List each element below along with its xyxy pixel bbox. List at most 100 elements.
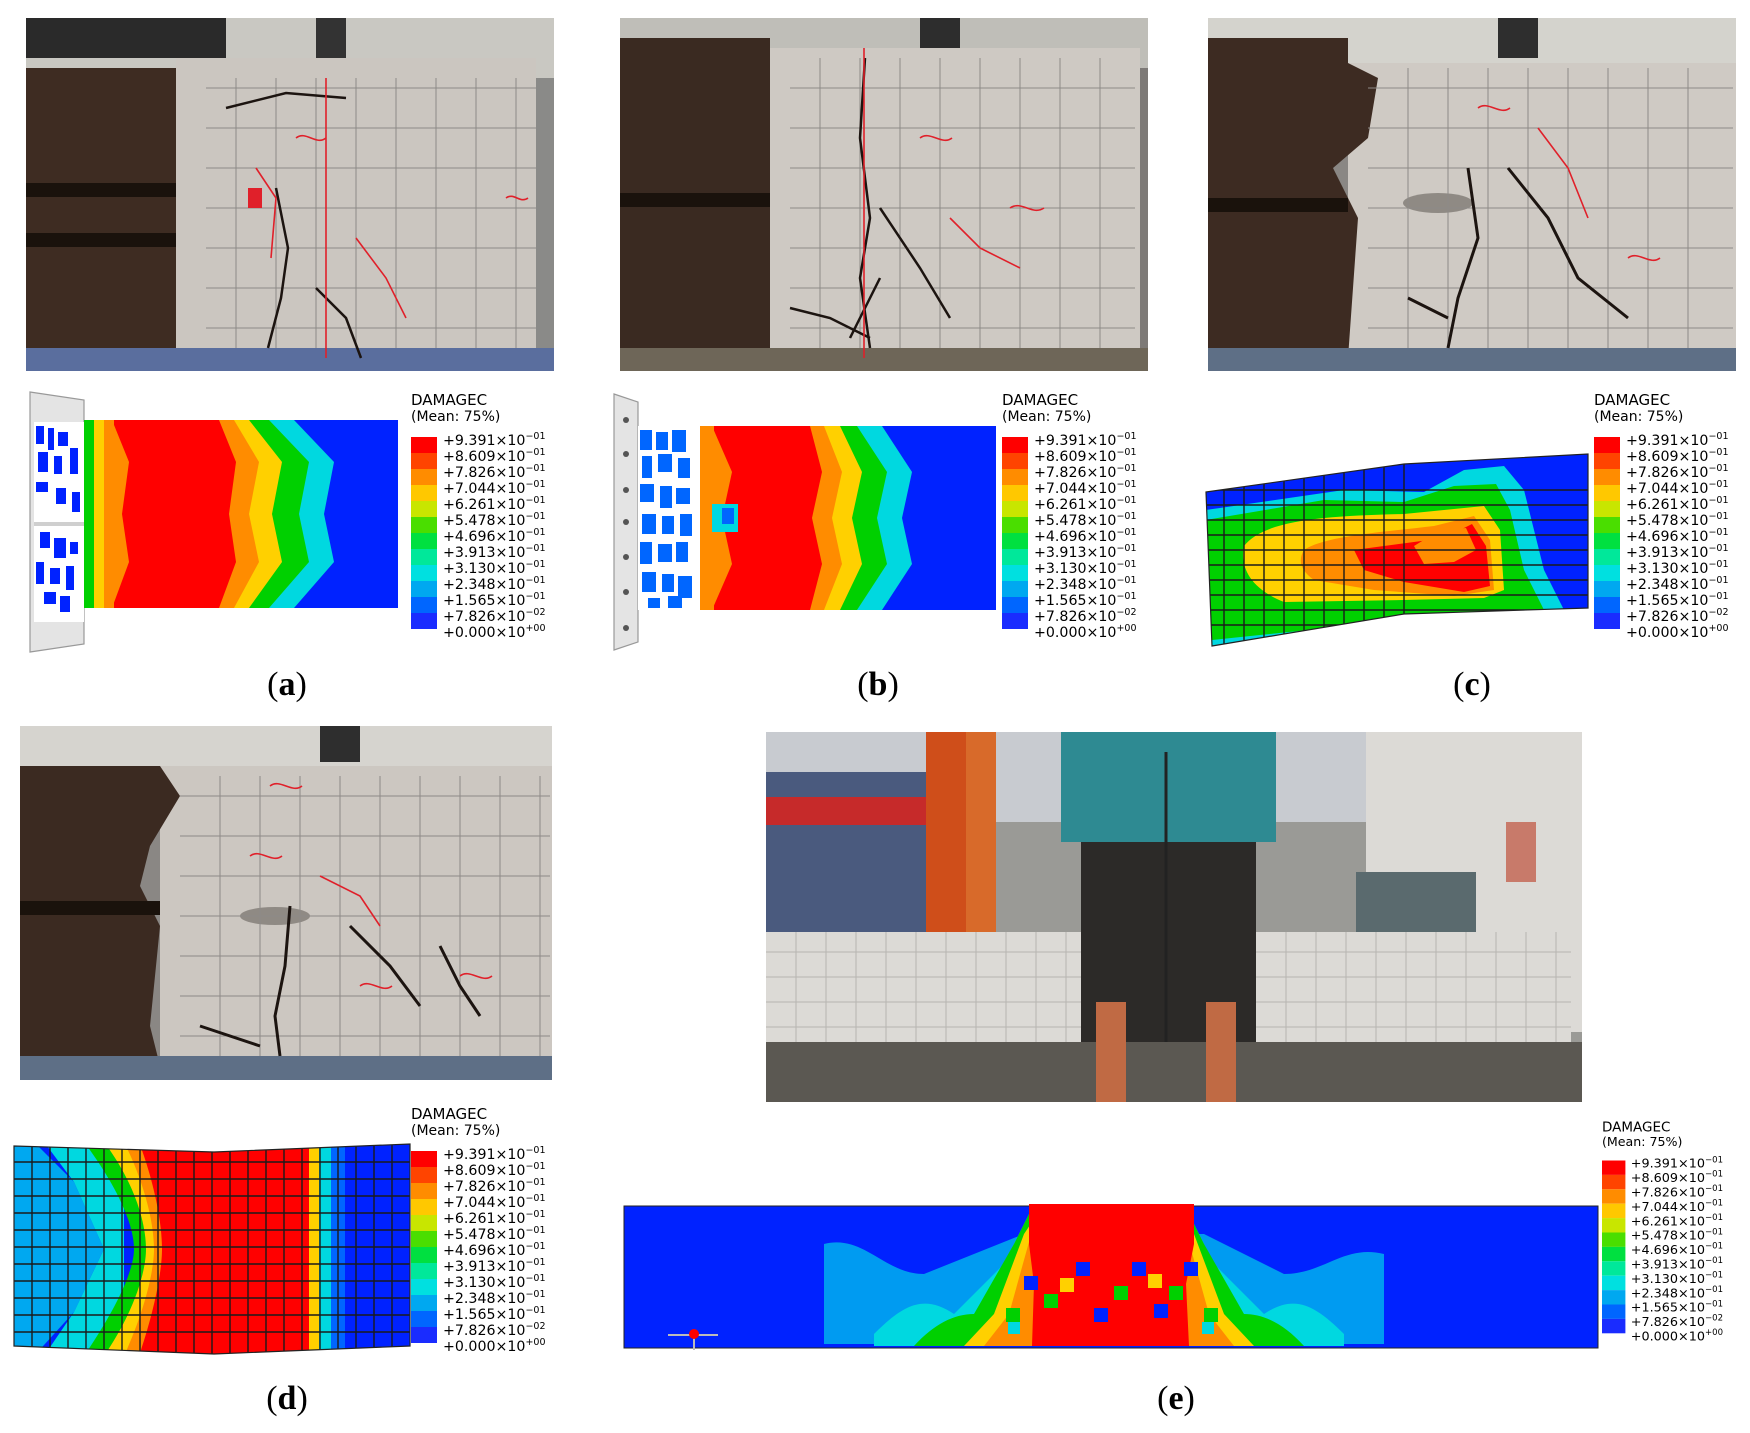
legend-label: +7.044×10−01: [1626, 479, 1729, 497]
legend-c: DAMAGEC (Mean: 75%) +9.391×10−01 +8.609×1…: [1594, 392, 1750, 645]
legend-swatch: [411, 437, 437, 453]
legend-swatch: [411, 469, 437, 485]
legend-swatch: [411, 1167, 437, 1183]
legend-d: DAMAGEC (Mean: 75%) +9.391×10−01 +8.609×1…: [411, 1106, 621, 1359]
legend-label: +7.826×10−01: [1630, 1183, 1724, 1201]
legend-swatch: [1594, 485, 1620, 501]
legend-swatch: [1594, 501, 1620, 517]
panel-caption-d: (d): [266, 1380, 308, 1417]
legend-label: +3.913×10−01: [443, 543, 546, 561]
legend-swatch: [1602, 1174, 1626, 1190]
legend-label: +7.044×10−01: [443, 1193, 546, 1211]
legend-label: +0.000×10+00: [1626, 623, 1729, 641]
legend-swatch: [1594, 581, 1620, 597]
legend-swatch: [1602, 1203, 1626, 1219]
legend-label: +4.696×10−01: [443, 527, 546, 545]
legend-scale: +9.391×10−01 +8.609×10−01 +7.826×10−01 +7.0…: [1002, 429, 1212, 645]
legend-swatch: [1602, 1160, 1626, 1175]
legend-swatch: [1594, 453, 1620, 469]
legend-swatch: [1602, 1261, 1626, 1276]
legend-label: +7.826×10−01: [1626, 463, 1729, 481]
legend-label: +5.478×10−01: [443, 1225, 546, 1243]
test-photo-d: [20, 726, 552, 1080]
legend-swatch: [1002, 469, 1028, 485]
legend-a: DAMAGEC (Mean: 75%) +9.391×10−01 +8.609×1…: [411, 392, 621, 645]
test-photo-c: [1208, 18, 1736, 371]
legend-scale: +9.391×10−01 +8.609×10−01 +7.826×10−01 +7.0…: [411, 1143, 621, 1359]
legend-title: DAMAGEC: [1002, 391, 1079, 409]
legend-swatch: [411, 453, 437, 469]
legend-label: +3.913×10−01: [1034, 543, 1137, 561]
legend-swatch: [1602, 1232, 1626, 1247]
fe-contour-e: [623, 1204, 1600, 1350]
fe-contour-b: [612, 392, 1002, 652]
legend-b: DAMAGEC (Mean: 75%) +9.391×10−01 +8.609×1…: [1002, 392, 1212, 645]
legend-label: +8.609×10−01: [443, 447, 546, 465]
legend-swatch: [411, 1247, 437, 1263]
legend-label: +1.565×10−01: [1630, 1299, 1724, 1316]
legend-swatch: [411, 1183, 437, 1199]
legend-swatch: [1602, 1290, 1626, 1305]
legend-swatch: [411, 501, 437, 517]
legend-scale: +9.391×10−01 +8.609×10−01 +7.826×10−01 +7.0…: [1602, 1153, 1750, 1347]
legend-label: +9.391×10−01: [443, 1145, 546, 1163]
legend-label: +6.261×10−01: [443, 495, 546, 513]
legend-label: +3.913×10−01: [1630, 1255, 1724, 1273]
legend-swatch: [411, 1263, 437, 1279]
legend-label: +7.044×10−01: [1630, 1198, 1724, 1215]
legend-swatch: [411, 1311, 437, 1327]
legend-subtitle: (Mean: 75%): [1602, 1135, 1683, 1150]
legend-label: +9.391×10−01: [1630, 1155, 1724, 1172]
panel-caption-e: (e): [1157, 1380, 1195, 1417]
legend-label: +2.348×10−01: [1034, 575, 1137, 593]
legend-swatch: [1594, 549, 1620, 565]
legend-label: +4.696×10−01: [1034, 527, 1137, 545]
legend-swatch: [411, 1279, 437, 1295]
legend-swatch: [1602, 1275, 1626, 1291]
legend-label: +4.696×10−01: [1630, 1241, 1724, 1258]
legend-label: +7.826×10−02: [1630, 1313, 1724, 1330]
legend-title: DAMAGEC: [1602, 1119, 1671, 1136]
legend-label: +7.826×10−01: [443, 463, 546, 481]
legend-label: +6.261×10−01: [443, 1209, 546, 1227]
legend-label: +3.130×10−01: [1630, 1270, 1724, 1287]
test-photo-a: [26, 18, 554, 371]
legend-label: +5.478×10−01: [1630, 1227, 1724, 1244]
legend-swatch: [1594, 613, 1620, 629]
legend-swatch: [1002, 517, 1028, 533]
legend-label: +3.130×10−01: [443, 1273, 546, 1291]
legend-label: +5.478×10−01: [1626, 511, 1729, 529]
legend-swatch: [411, 1327, 437, 1343]
legend-swatch: [1002, 581, 1028, 597]
legend-swatch: [411, 1199, 437, 1215]
legend-swatch: [1002, 485, 1028, 501]
legend-label: +3.130×10−01: [1034, 559, 1137, 577]
legend-label: +6.261×10−01: [1626, 495, 1729, 513]
legend-swatch: [1002, 549, 1028, 565]
legend-swatch: [1594, 597, 1620, 613]
legend-swatch: [411, 533, 437, 549]
legend-swatch: [411, 485, 437, 501]
legend-label: +4.696×10−01: [443, 1241, 546, 1259]
legend-swatch: [1602, 1304, 1626, 1319]
legend-label: +1.565×10−01: [443, 1305, 546, 1323]
legend-swatch: [411, 1151, 437, 1167]
legend-label: +7.044×10−01: [1034, 479, 1137, 497]
legend-label: +9.391×10−01: [1034, 431, 1137, 449]
legend-label: +1.565×10−01: [443, 591, 546, 609]
legend-subtitle: (Mean: 75%): [411, 1123, 501, 1139]
legend-swatch: [1594, 517, 1620, 533]
legend-swatch: [1594, 437, 1620, 453]
legend-label: +0.000×10+00: [1630, 1327, 1724, 1345]
legend-label: +6.261×10−01: [1034, 495, 1137, 513]
legend-scale: +9.391×10−01 +8.609×10−01 +7.826×10−01 +7.0…: [411, 429, 621, 645]
legend-swatch: [1002, 501, 1028, 517]
legend-swatch: [1602, 1218, 1626, 1233]
legend-subtitle: (Mean: 75%): [1002, 409, 1092, 425]
legend-label: +7.826×10−02: [1626, 607, 1729, 625]
fe-contour-d: [13, 1142, 411, 1356]
legend-swatch: [411, 1215, 437, 1231]
legend-e: DAMAGEC (Mean: 75%) +9.391×10−01 +8.609×1…: [1602, 1120, 1750, 1348]
legend-label: +1.565×10−01: [1034, 591, 1137, 609]
legend-swatch: [1002, 453, 1028, 469]
